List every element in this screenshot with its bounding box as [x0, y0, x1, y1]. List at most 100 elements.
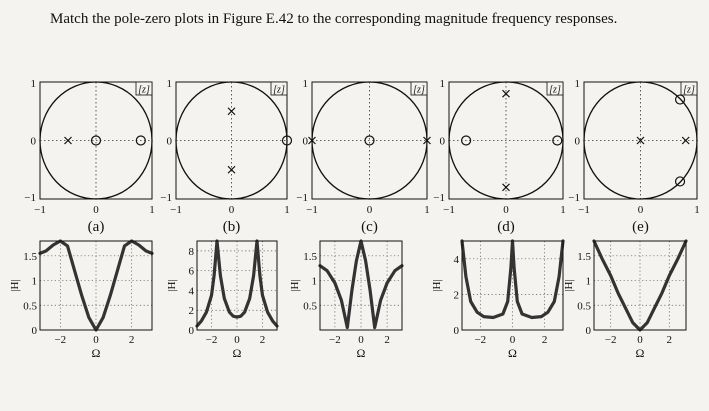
z-label-box: [546, 81, 564, 96]
magnitude-curve: [318, 239, 404, 330]
y-tick-label: −1: [568, 192, 580, 204]
zero-marker: [674, 176, 686, 187]
x-tick-label: 0: [638, 204, 644, 216]
pole-marker: [227, 107, 236, 116]
y-tick-label: 2: [454, 289, 460, 301]
x-tick-label: −1: [34, 204, 46, 216]
pz-plot-b: [z] −1 0 1 1 0 −1 (b): [160, 78, 293, 235]
y-tick-label: 0: [31, 136, 37, 148]
x-tick-label: 0: [367, 204, 373, 216]
x-tick-label: 0: [93, 334, 99, 346]
y-tick-label: −1: [296, 192, 308, 204]
plot-frame: [39, 240, 153, 331]
z-label-box: [135, 81, 153, 96]
x-tick-label: −1: [578, 204, 590, 216]
zero-marker: [674, 94, 686, 105]
magnitude-curve: [460, 239, 565, 320]
z-label: [z]: [680, 81, 698, 96]
y-tick-label: −1: [24, 192, 36, 204]
magnitude-plot-d: −2 0 2 0 2 4 Ω |H|: [431, 239, 565, 360]
y-tick-label: 1: [312, 276, 318, 288]
x-tick-label: −1: [306, 204, 318, 216]
x-tick-label: 0: [358, 334, 364, 346]
y-tick-label: 1.5: [577, 251, 591, 263]
unit-circle: [583, 81, 698, 200]
x-tick-label: 2: [384, 334, 390, 346]
pz-plot-label: (b): [223, 219, 241, 235]
z-label: [z]: [546, 81, 564, 96]
unit-circle: [448, 81, 564, 200]
pz-plot-d: [z] −1 0 1 1 0 −1 (d): [433, 78, 565, 235]
x-tick-label: 1: [694, 204, 700, 216]
y-axis-label: |H|: [289, 279, 301, 291]
pole-marker: [64, 136, 72, 145]
y-tick-label: 0.5: [303, 300, 317, 312]
z-label-text: [z]: [413, 85, 425, 96]
x-tick-label: 1: [149, 204, 155, 216]
x-tick-label: 2: [260, 334, 266, 346]
x-tick-label: −1: [443, 204, 455, 216]
y-tick-label: 1.5: [303, 251, 317, 263]
y-axis-label: |H|: [9, 279, 21, 291]
z-label-box: [410, 81, 428, 96]
x-axis-label: Ω: [233, 346, 242, 360]
plot-frame: [593, 240, 687, 331]
y-tick-label: 1.5: [23, 251, 37, 263]
zero-marker: [552, 135, 563, 146]
z-label-box: [270, 81, 288, 96]
pz-plot-e: [z] −1 0 1 1 0 −1 (e): [568, 78, 699, 235]
magnitude-plot-a: −2 0 2 0 0.5 1 1.5 Ω |H|: [9, 239, 154, 360]
x-axis-label: Ω: [508, 346, 517, 360]
plot-frame: [461, 240, 564, 331]
y-tick-label: 1: [440, 78, 446, 90]
y-axis-label: |H|: [563, 279, 575, 291]
y-tick-label: 1: [575, 78, 581, 90]
y-tick-label: 0: [32, 325, 38, 337]
y-tick-label: 4: [189, 285, 195, 297]
magnitude-plot-e: −2 0 2 0 0.5 1 1.5 Ω |H|: [563, 239, 688, 360]
x-tick-label: 2: [129, 334, 135, 346]
z-label: [z]: [135, 81, 153, 96]
x-tick-label: −2: [605, 334, 617, 346]
plot-frame: [319, 240, 403, 331]
x-tick-label: −2: [329, 334, 341, 346]
x-tick-label: 0: [93, 204, 99, 216]
zero-marker: [281, 135, 293, 146]
z-label: [z]: [270, 81, 288, 96]
y-tick-label: 4: [454, 254, 460, 266]
z-label-text: [z]: [683, 85, 695, 96]
pz-plot-label: (e): [632, 219, 649, 235]
x-axis-label: Ω: [92, 346, 101, 360]
y-tick-label: 0: [167, 136, 173, 148]
y-tick-label: 1: [31, 78, 37, 90]
y-axis-label: |H|: [166, 279, 178, 291]
z-label: [z]: [410, 81, 428, 96]
x-axis-label: Ω: [357, 346, 366, 360]
x-tick-label: 2: [542, 334, 548, 346]
x-tick-label: 0: [637, 334, 643, 346]
y-tick-label: 6: [189, 266, 195, 278]
y-tick-label: −1: [160, 192, 172, 204]
y-tick-label: 0: [586, 325, 592, 337]
y-axis-label: |H|: [431, 279, 443, 291]
pz-plot-label: (c): [361, 219, 378, 235]
x-tick-label: 1: [560, 204, 566, 216]
pole-marker: [502, 183, 510, 192]
y-tick-label: 8: [189, 246, 195, 258]
y-tick-label: 1: [586, 276, 592, 288]
magnitude-plot-c: −2 0 2 0.5 1 1.5 Ω |H|: [289, 239, 404, 360]
y-tick-label: 1: [167, 78, 173, 90]
zero-marker: [90, 135, 102, 146]
zero-marker: [135, 135, 146, 146]
y-tick-label: 1: [32, 276, 38, 288]
x-tick-label: 0: [503, 204, 509, 216]
y-tick-label: 0: [575, 136, 581, 148]
question-text: Match the pole-zero plots in Figure E.42…: [50, 11, 618, 27]
y-tick-label: 0: [440, 136, 446, 148]
pole-marker: [227, 165, 236, 174]
pole-marker: [636, 136, 645, 145]
pz-plot-a: [z] −1 0 1 1 0 −1 (a): [24, 78, 154, 235]
unit-circle: [175, 81, 288, 200]
pz-plot-c: [z] −1 0 1 1 0 −1 (c): [296, 78, 431, 235]
y-tick-label: 0: [454, 325, 460, 337]
